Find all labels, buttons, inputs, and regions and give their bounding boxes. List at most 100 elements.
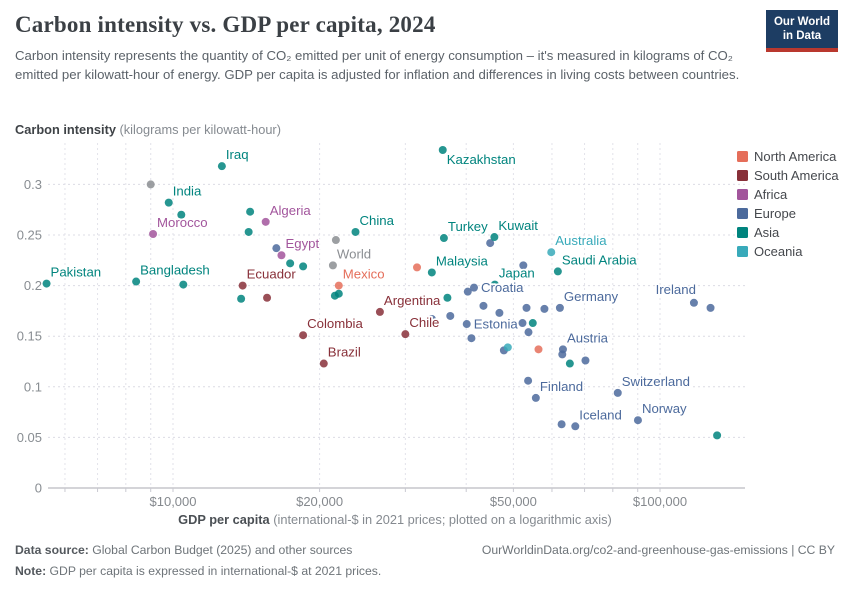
country-label: Chile xyxy=(409,315,439,330)
legend-swatch xyxy=(737,151,748,162)
data-point[interactable] xyxy=(244,227,253,236)
point-kuwait[interactable] xyxy=(490,233,499,242)
point-ecuador[interactable] xyxy=(238,281,247,290)
data-point[interactable] xyxy=(467,334,476,343)
data-source-text: Global Carbon Budget (2025) and other so… xyxy=(88,543,353,557)
point-japan[interactable] xyxy=(490,280,499,289)
data-point[interactable] xyxy=(443,293,452,302)
data-point[interactable] xyxy=(540,304,549,313)
point-switzerland[interactable] xyxy=(613,388,622,397)
country-label: Mexico xyxy=(343,267,385,282)
point-egypt[interactable] xyxy=(277,251,286,260)
data-point[interactable] xyxy=(263,293,272,302)
data-point[interactable] xyxy=(524,376,533,385)
data-point[interactable] xyxy=(179,280,188,289)
data-point[interactable] xyxy=(534,345,543,354)
point-norway[interactable] xyxy=(633,416,642,425)
legend-item-europe[interactable]: Europe xyxy=(737,204,839,223)
data-point[interactable] xyxy=(463,287,472,296)
country-label: Iraq xyxy=(226,147,249,162)
data-point[interactable] xyxy=(558,350,567,359)
data-source-label: Data source: xyxy=(15,543,89,557)
x-tick-label: $50,000 xyxy=(490,494,537,509)
data-point[interactable] xyxy=(246,207,255,216)
point-ireland[interactable] xyxy=(689,298,698,307)
point-kazakhstan[interactable] xyxy=(438,145,447,154)
country-label: India xyxy=(173,184,202,199)
point-estonia[interactable] xyxy=(462,320,471,329)
owid-logo-line1: Our World xyxy=(773,16,830,28)
point-malaysia[interactable] xyxy=(427,268,436,277)
country-label: Egypt xyxy=(285,236,319,251)
country-label: Colombia xyxy=(307,316,363,331)
country-label: Ireland xyxy=(656,282,696,297)
data-point[interactable] xyxy=(557,420,566,429)
data-point[interactable] xyxy=(581,356,590,365)
point-brazil[interactable] xyxy=(319,359,328,368)
point-morocco[interactable] xyxy=(149,229,158,238)
y-tick-label: 0 xyxy=(35,481,42,496)
y-axis-title-unit: (kilograms per kilowatt-hour) xyxy=(115,122,281,137)
point-saudi-arabia[interactable] xyxy=(553,267,562,276)
point-germany[interactable] xyxy=(555,303,564,312)
data-point[interactable] xyxy=(522,303,531,312)
owid-logo[interactable]: Our World in Data xyxy=(766,10,838,52)
point-pakistan[interactable] xyxy=(42,279,51,288)
point-turkey[interactable] xyxy=(439,234,448,243)
data-point[interactable] xyxy=(565,359,574,368)
data-point[interactable] xyxy=(518,319,527,328)
point-chile[interactable] xyxy=(401,330,410,339)
data-point[interactable] xyxy=(334,289,343,298)
point-india[interactable] xyxy=(164,198,173,207)
legend-label: Oceania xyxy=(754,244,803,259)
data-point[interactable] xyxy=(177,210,186,219)
axis-tick-labels: 0 0.05 0.1 0.15 0.2 0.25 0.3 $10,000 $20,000 $50,… xyxy=(17,177,687,509)
legend-label: North America xyxy=(754,149,837,164)
data-point[interactable] xyxy=(524,328,533,337)
point-mexico[interactable] xyxy=(334,281,343,290)
data-point[interactable] xyxy=(299,262,308,271)
legend-item-south-america[interactable]: South America xyxy=(737,166,839,185)
point-algeria[interactable] xyxy=(261,217,270,226)
point-colombia[interactable] xyxy=(299,331,308,340)
data-point[interactable] xyxy=(286,259,295,268)
data-point[interactable] xyxy=(713,431,722,440)
data-point[interactable] xyxy=(486,239,495,248)
data-point[interactable] xyxy=(519,261,528,270)
data-point[interactable] xyxy=(237,294,246,303)
chart-footer: Data source: Global Carbon Budget (2025)… xyxy=(15,543,835,578)
point-argentina[interactable] xyxy=(375,307,384,316)
legend-item-north-america[interactable]: North America xyxy=(737,147,839,166)
data-point[interactable] xyxy=(706,303,715,312)
country-label: Turkey xyxy=(448,219,488,234)
data-point[interactable] xyxy=(272,244,281,253)
legend-swatch xyxy=(737,170,748,181)
data-point[interactable] xyxy=(331,236,340,245)
legend-item-asia[interactable]: Asia xyxy=(737,223,839,242)
data-point[interactable] xyxy=(446,311,455,320)
point-china[interactable] xyxy=(351,227,360,236)
data-point[interactable] xyxy=(413,263,422,272)
data-point[interactable] xyxy=(528,319,537,328)
point-world[interactable] xyxy=(328,261,337,270)
data-point[interactable] xyxy=(146,180,155,189)
data-point[interactable] xyxy=(427,314,436,323)
country-label: Croatia xyxy=(481,280,524,295)
y-tick-label: 0.3 xyxy=(24,177,42,192)
point-croatia[interactable] xyxy=(469,283,478,292)
owid-logo-line2: in Data xyxy=(782,30,822,43)
data-point[interactable] xyxy=(479,301,488,310)
point-iraq[interactable] xyxy=(217,162,226,171)
point-australia[interactable] xyxy=(547,248,556,257)
data-point[interactable] xyxy=(503,343,512,352)
point-bangladesh[interactable] xyxy=(132,277,141,286)
data-source-line: Data source: Global Carbon Budget (2025)… xyxy=(15,543,352,557)
legend-item-oceania[interactable]: Oceania xyxy=(737,242,839,261)
owid-citation-link[interactable]: OurWorldinData.org/co2-and-greenhouse-ga… xyxy=(481,543,835,557)
y-axis-title-main: Carbon intensity xyxy=(15,122,116,137)
point-finland[interactable] xyxy=(531,393,540,402)
point-iceland[interactable] xyxy=(571,422,580,431)
legend-item-africa[interactable]: Africa xyxy=(737,185,839,204)
data-point[interactable] xyxy=(495,308,504,317)
legend-swatch xyxy=(737,246,748,257)
